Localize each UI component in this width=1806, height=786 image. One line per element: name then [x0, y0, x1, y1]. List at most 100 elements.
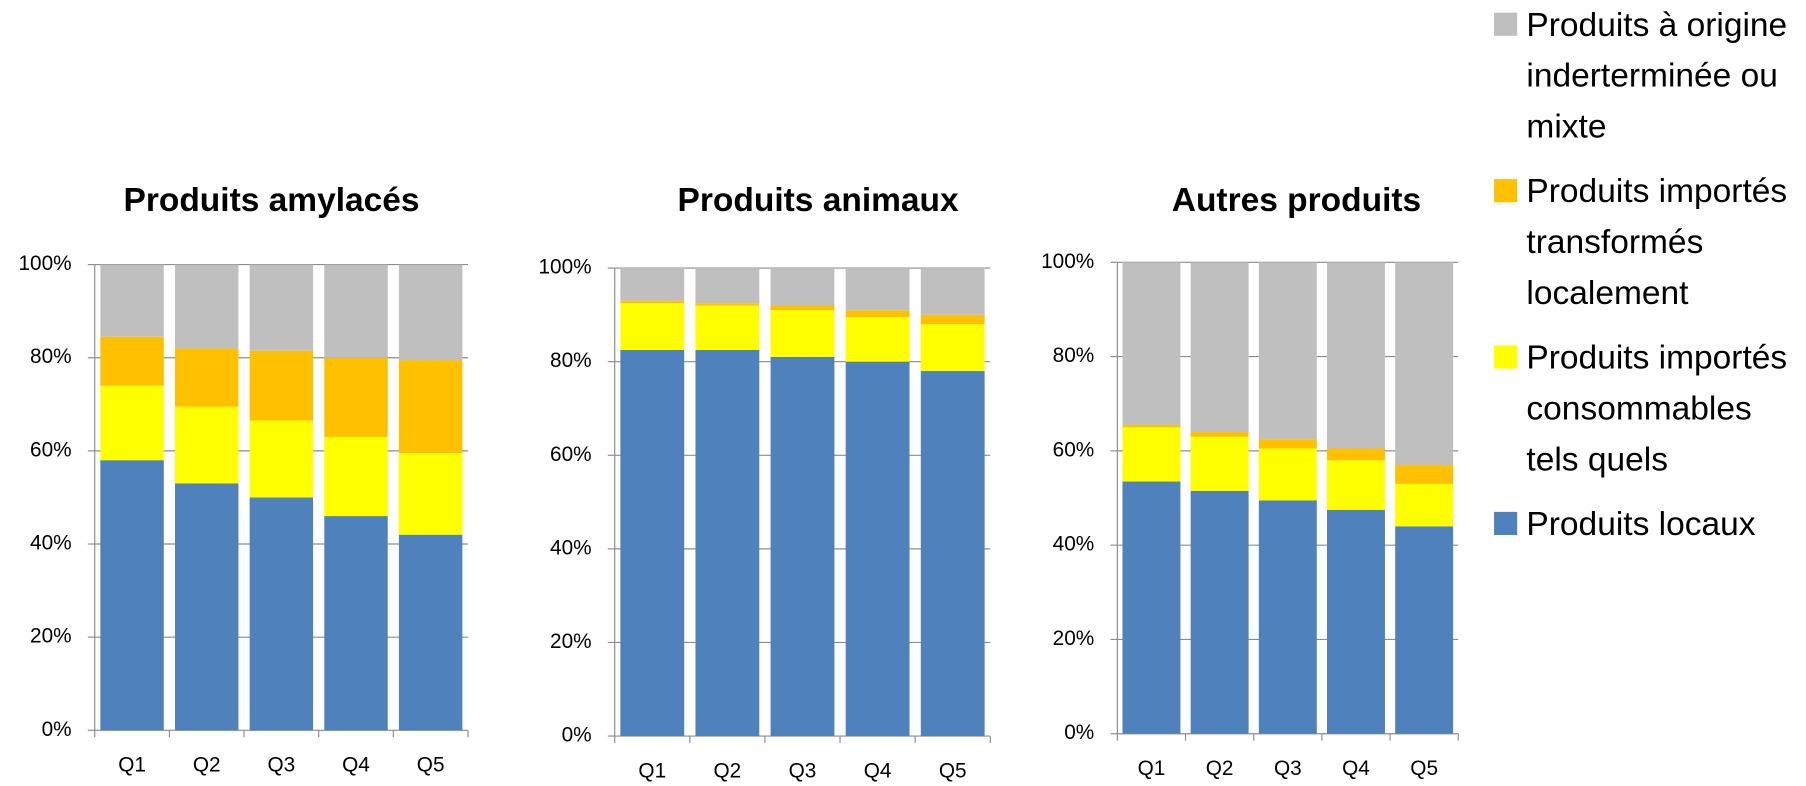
bar-segment — [100, 336, 164, 386]
y-tick-label: 20% — [1053, 627, 1095, 650]
y-tick-label: 0% — [562, 724, 592, 747]
y-tick-label: 80% — [550, 349, 592, 372]
x-tick-label: Q3 — [267, 754, 295, 777]
bar-segment — [324, 516, 388, 731]
bar-segment — [1327, 262, 1385, 449]
legend-item: Produits importés transformés localement — [1494, 166, 1806, 319]
bar-segment — [1122, 424, 1181, 428]
bar-segment — [620, 268, 685, 301]
bar-segment — [620, 349, 685, 737]
x-tick-label: Q2 — [1206, 757, 1234, 780]
bar-segment — [845, 361, 910, 737]
bar-segment — [1258, 439, 1317, 449]
bar-segment — [1395, 526, 1454, 734]
bar-segment — [174, 483, 239, 731]
bar-segment — [100, 264, 164, 337]
x-tick-label: Q1 — [1138, 757, 1166, 780]
bar-segment — [1327, 509, 1385, 734]
x-tick-label: Q5 — [1410, 757, 1438, 780]
x-tick-label: Q4 — [864, 759, 892, 782]
y-tick-label: 40% — [550, 536, 592, 559]
x-tick-label: Q3 — [1274, 757, 1302, 780]
bar-segment — [324, 264, 388, 358]
chart-title: Autres produits — [1172, 182, 1421, 219]
bar-segment — [249, 420, 314, 498]
bar-segment — [695, 349, 760, 737]
bar-segment — [920, 324, 985, 372]
bar-segment — [620, 300, 685, 304]
bar-segment — [920, 314, 985, 325]
bar-segment — [249, 497, 314, 731]
bar-segment — [695, 268, 760, 304]
bar-segment — [920, 371, 985, 737]
legend-label: Produits importés consommables tels quel… — [1526, 339, 1788, 479]
bar-segment — [174, 348, 239, 407]
legend-item: Produits locaux — [1494, 499, 1806, 550]
x-tick-label: Q5 — [417, 754, 445, 777]
x-tick-label: Q2 — [714, 759, 742, 782]
bar-segment — [770, 310, 835, 357]
bar-segment — [1327, 460, 1385, 510]
legend-swatch — [1494, 179, 1518, 203]
x-tick-label: Q1 — [638, 759, 666, 782]
bar-segment — [100, 385, 164, 461]
y-tick-label: 80% — [1053, 344, 1095, 367]
bar-segment — [100, 460, 164, 731]
bar-segment — [398, 264, 463, 361]
legend: Produits à origine inderterminée ou mixt… — [1494, 0, 1806, 564]
y-tick-label: 60% — [1053, 438, 1095, 461]
bar-segment — [1122, 481, 1181, 734]
y-tick-label: 0% — [1064, 721, 1094, 744]
bar-segment — [249, 264, 314, 351]
legend-item: Produits importés consommables tels quel… — [1494, 333, 1806, 486]
chart-title: Produits amylacés — [124, 182, 420, 219]
bar-segment — [1122, 262, 1181, 425]
bar-segment — [1190, 432, 1249, 437]
y-tick-label: 0% — [42, 718, 72, 741]
legend-label: Produits importés transformés localement — [1526, 173, 1788, 312]
bar-segment — [174, 406, 239, 484]
bar-segment — [695, 305, 760, 350]
bar-segment — [1122, 427, 1181, 482]
bar-segment — [695, 303, 760, 306]
y-tick-label: 100% — [1041, 250, 1094, 273]
y-tick-label: 60% — [30, 438, 72, 461]
bar-segment — [1190, 436, 1249, 491]
y-tick-label: 80% — [30, 345, 72, 368]
bar-segment — [845, 268, 910, 311]
x-tick-label: Q1 — [118, 754, 146, 777]
bar-segment — [324, 436, 388, 517]
bar-segment — [920, 268, 985, 315]
bar-segment — [620, 303, 685, 350]
bar-segment — [1395, 465, 1454, 484]
bar-segment — [770, 356, 835, 737]
bar-segment — [1327, 448, 1385, 461]
bar-segment — [398, 453, 463, 535]
bar-segment — [324, 357, 388, 437]
bar-segment — [770, 268, 835, 306]
y-tick-label: 20% — [550, 630, 592, 653]
y-tick-label: 40% — [30, 531, 72, 554]
legend-swatch — [1494, 12, 1518, 36]
y-tick-label: 100% — [18, 252, 71, 275]
bar-segment — [1258, 500, 1317, 734]
x-tick-label: Q4 — [342, 754, 370, 777]
bar-segment — [249, 350, 314, 421]
bar-segment — [174, 264, 239, 349]
bar-segment — [1258, 448, 1317, 501]
y-tick-label: 40% — [1053, 533, 1095, 556]
bar-segment — [770, 305, 835, 311]
legend-swatch — [1494, 345, 1518, 369]
y-tick-label: 20% — [30, 625, 72, 648]
charts: Produits amylacés 0% 20% 40% 60% 80% 100% Q1 Q2 Q… — [18, 182, 1459, 782]
bar-segment — [1395, 262, 1454, 466]
bar-segment — [845, 310, 910, 318]
bar-segment — [1258, 262, 1317, 440]
y-tick-label: 60% — [550, 443, 592, 466]
x-tick-label: Q4 — [1342, 757, 1370, 780]
x-tick-label: Q2 — [193, 754, 221, 777]
x-tick-label: Q5 — [939, 759, 967, 782]
y-tick-label: 100% — [538, 256, 591, 279]
